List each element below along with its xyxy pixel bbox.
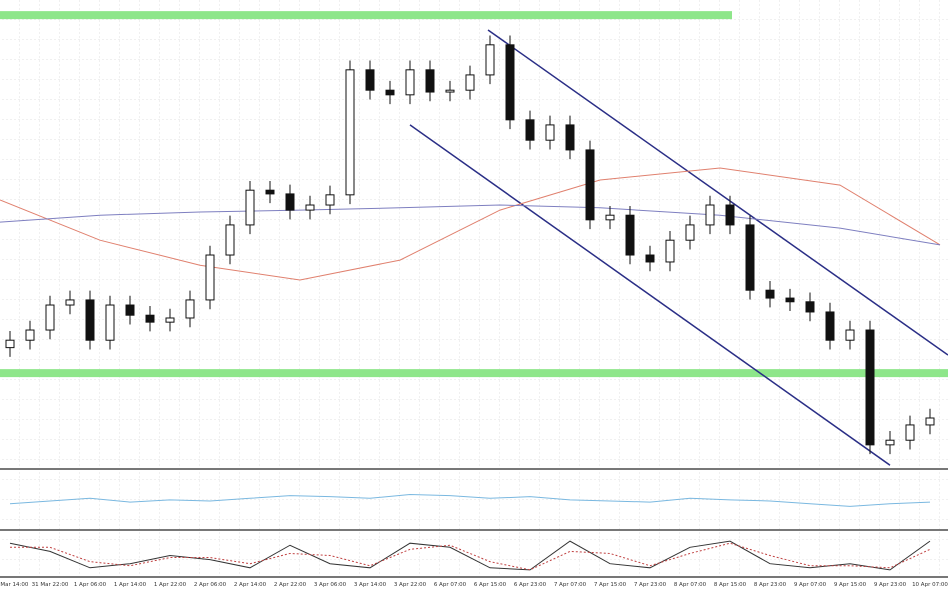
overlay-line xyxy=(409,124,891,466)
candle-body xyxy=(45,304,55,331)
candle-body xyxy=(425,69,435,93)
candle-body xyxy=(465,74,475,91)
candle-body xyxy=(805,301,815,313)
grid xyxy=(0,471,948,529)
candle-body xyxy=(345,69,355,196)
x-tick-label: 3 Apr 06:00 xyxy=(314,582,347,588)
candle-body xyxy=(825,311,835,341)
candle-body xyxy=(625,214,635,256)
x-tick-label: 9 Apr 15:00 xyxy=(834,582,867,588)
candle-body xyxy=(225,224,235,256)
candle-body xyxy=(865,329,875,446)
candle-body xyxy=(545,124,555,141)
candle-body xyxy=(385,89,395,96)
candle-body xyxy=(705,204,715,226)
candle-body xyxy=(105,304,115,341)
x-tick-label: 2 Apr 14:00 xyxy=(234,582,267,588)
grid xyxy=(0,0,948,468)
x-tick-label: 31 Mar 22:00 xyxy=(32,582,69,588)
x-tick-label: 8 Apr 23:00 xyxy=(754,582,787,588)
candle-body xyxy=(785,297,795,303)
candle-body xyxy=(845,329,855,341)
candle-body xyxy=(725,204,735,226)
candle-body xyxy=(925,417,935,426)
x-tick-label: 1 Apr 06:00 xyxy=(74,582,107,588)
x-tick-label: 8 Apr 07:00 xyxy=(674,582,707,588)
grid xyxy=(0,532,948,577)
candle-body xyxy=(585,149,595,221)
candle-body xyxy=(665,239,675,263)
x-tick-label: 6 Apr 15:00 xyxy=(474,582,507,588)
x-tick-label: 9 Apr 07:00 xyxy=(794,582,827,588)
candle-body xyxy=(125,304,135,316)
x-tick-label: 3 Apr 14:00 xyxy=(354,582,387,588)
candle-body xyxy=(305,204,315,211)
indicator-line xyxy=(9,494,931,507)
candle-body xyxy=(265,189,275,195)
candle-body xyxy=(165,317,175,323)
candle-body xyxy=(25,329,35,341)
candle-body xyxy=(65,299,75,306)
x-tick-label: 2 Apr 22:00 xyxy=(274,582,307,588)
x-tick-label: 6 Apr 23:00 xyxy=(514,582,547,588)
candle-body xyxy=(445,89,455,93)
candle-body xyxy=(505,44,515,121)
x-tick-label: 3 Apr 22:00 xyxy=(394,582,427,588)
candle-body xyxy=(605,214,615,221)
x-tick-label: 10 Apr 07:00 xyxy=(912,582,948,588)
candle-body xyxy=(525,119,535,141)
candle-body xyxy=(365,69,375,91)
x-tick-label: 8 Apr 15:00 xyxy=(714,582,747,588)
indicator-line xyxy=(10,542,931,571)
x-tick-label: 9 Apr 23:00 xyxy=(874,582,907,588)
x-tick-label: 7 Apr 07:00 xyxy=(554,582,587,588)
x-tick-label: 31 Mar 14:00 xyxy=(0,582,29,588)
candle-body xyxy=(185,299,195,319)
candle-body xyxy=(5,339,15,349)
candle-body xyxy=(885,439,895,446)
candle-body xyxy=(745,224,755,291)
candle-body xyxy=(645,254,655,263)
overlay-line xyxy=(0,204,941,246)
overlay-line xyxy=(487,29,948,356)
x-tick-label: 6 Apr 07:00 xyxy=(434,582,467,588)
candle-body xyxy=(205,254,215,301)
candle-body xyxy=(685,224,695,241)
candle-body xyxy=(145,314,155,323)
candle-body xyxy=(325,194,335,206)
candle-body xyxy=(565,124,575,151)
candle-body xyxy=(85,299,95,341)
indicator-line xyxy=(9,540,931,571)
x-tick-label: 7 Apr 15:00 xyxy=(594,582,627,588)
candle-body xyxy=(405,69,415,96)
x-tick-label: 1 Apr 14:00 xyxy=(114,582,147,588)
candle-body xyxy=(245,189,255,226)
candle-body xyxy=(905,424,915,441)
candle-body xyxy=(485,44,495,76)
overlay-line xyxy=(0,167,941,281)
x-tick-label: 2 Apr 06:00 xyxy=(194,582,227,588)
x-tick-label: 7 Apr 23:00 xyxy=(634,582,667,588)
candle-body xyxy=(765,289,775,299)
x-tick-label: 1 Apr 22:00 xyxy=(154,582,187,588)
candle-body xyxy=(285,193,295,211)
